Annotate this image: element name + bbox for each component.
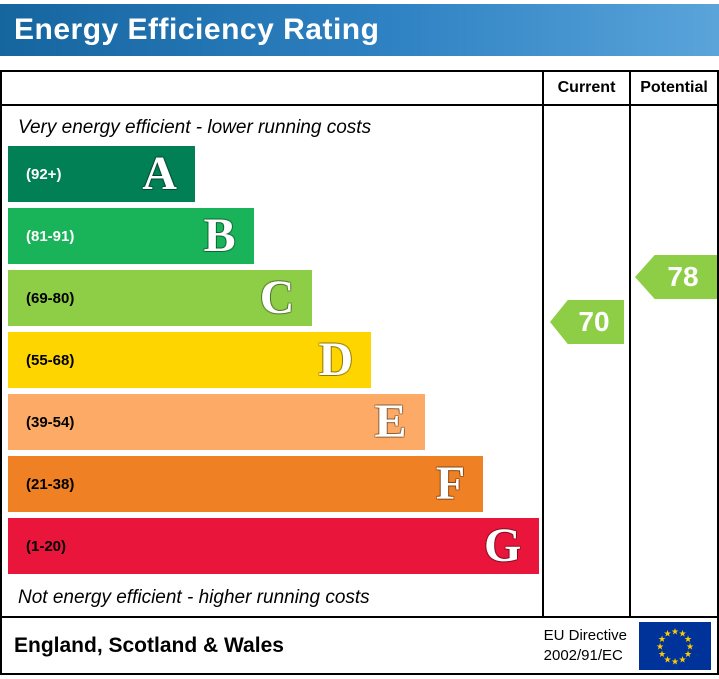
band-row: (1-20) G — [8, 518, 542, 574]
svg-text:★: ★ — [656, 641, 664, 651]
band-range-label: (1-20) — [26, 537, 67, 555]
band-range-label: (39-54) — [26, 413, 75, 431]
bands-area: Very energy efficient - lower running co… — [2, 106, 542, 616]
band-range-label: (21-38) — [26, 475, 75, 493]
band-letter: A — [142, 147, 177, 200]
epc-chart: Very energy efficient - lower running co… — [0, 70, 719, 675]
current-column: Current 70 — [542, 72, 629, 616]
band-row: (39-54) E — [8, 394, 542, 450]
potential-column-body: 78 — [631, 106, 717, 616]
svg-text:★: ★ — [678, 628, 686, 638]
band-bar-b: (81-91) B — [8, 208, 254, 264]
band-letter: E — [374, 395, 407, 448]
band-range-label: (55-68) — [26, 351, 75, 369]
eu-directive-label: EU Directive 2002/91/EC — [544, 626, 627, 665]
band-bar-d: (55-68) D — [8, 332, 372, 388]
potential-column-header: Potential — [631, 72, 717, 106]
band-bar-g: (1-20) G — [8, 518, 540, 574]
svg-text:★: ★ — [658, 648, 666, 658]
page-title: Energy Efficiency Rating — [0, 4, 719, 56]
band-letter: D — [318, 333, 354, 386]
current-rating-arrow: 70 — [550, 300, 624, 344]
band-row: (55-68) D — [8, 332, 542, 388]
top-note: Very energy efficient - lower running co… — [18, 117, 372, 138]
footer-region-label: England, Scotland & Wales — [14, 633, 284, 657]
band-bar-c: (69-80) C — [8, 270, 313, 326]
svg-text:★: ★ — [671, 656, 679, 666]
band-range-label: (81-91) — [26, 227, 75, 245]
bands-column-header — [2, 72, 542, 106]
bands-list: (92+) A (81-91) B (69-80) C — [2, 146, 542, 574]
band-row: (21-38) F — [8, 456, 542, 512]
band-row: (92+) A — [8, 146, 542, 202]
svg-text:★: ★ — [658, 633, 666, 643]
potential-rating-value: 78 — [667, 261, 699, 292]
bands-column: Very energy efficient - lower running co… — [2, 72, 542, 616]
band-bar-f: (21-38) F — [8, 456, 484, 512]
band-range-label: (69-80) — [26, 289, 75, 307]
svg-text:★: ★ — [678, 654, 686, 664]
current-rating-value: 70 — [578, 306, 610, 337]
band-row: (69-80) C — [8, 270, 542, 326]
band-range-label: (92+) — [26, 165, 62, 183]
potential-rating-arrow: 78 — [635, 255, 717, 299]
band-letter: G — [483, 519, 522, 572]
eu-directive-line1: EU Directive — [543, 627, 627, 644]
svg-text:★: ★ — [663, 654, 671, 664]
svg-text:★: ★ — [684, 633, 692, 643]
eu-directive-line2: 2002/91/EC — [543, 646, 623, 664]
svg-text:★: ★ — [663, 628, 671, 638]
bottom-note: Not energy efficient - higher running co… — [18, 587, 370, 608]
eu-flag-icon: ★ ★ ★ ★ ★ ★ ★ ★ ★ ★ ★ ★ — [639, 621, 711, 670]
potential-column: Potential 78 — [629, 72, 717, 616]
current-column-body: 70 — [544, 106, 629, 616]
band-letter: C — [259, 271, 295, 324]
band-bar-e: (39-54) E — [8, 394, 425, 450]
svg-text:★: ★ — [686, 641, 694, 651]
band-row: (81-91) B — [8, 208, 542, 264]
band-letter: F — [435, 457, 466, 510]
current-column-header: Current — [544, 72, 629, 106]
rating-chart: Very energy efficient - lower running co… — [2, 72, 717, 618]
band-bar-a: (92+) A — [8, 146, 195, 202]
footer: England, Scotland & Wales EU Directive 2… — [2, 618, 717, 673]
svg-text:★: ★ — [684, 648, 692, 658]
band-letter: B — [203, 209, 236, 262]
svg-text:★: ★ — [671, 626, 679, 636]
